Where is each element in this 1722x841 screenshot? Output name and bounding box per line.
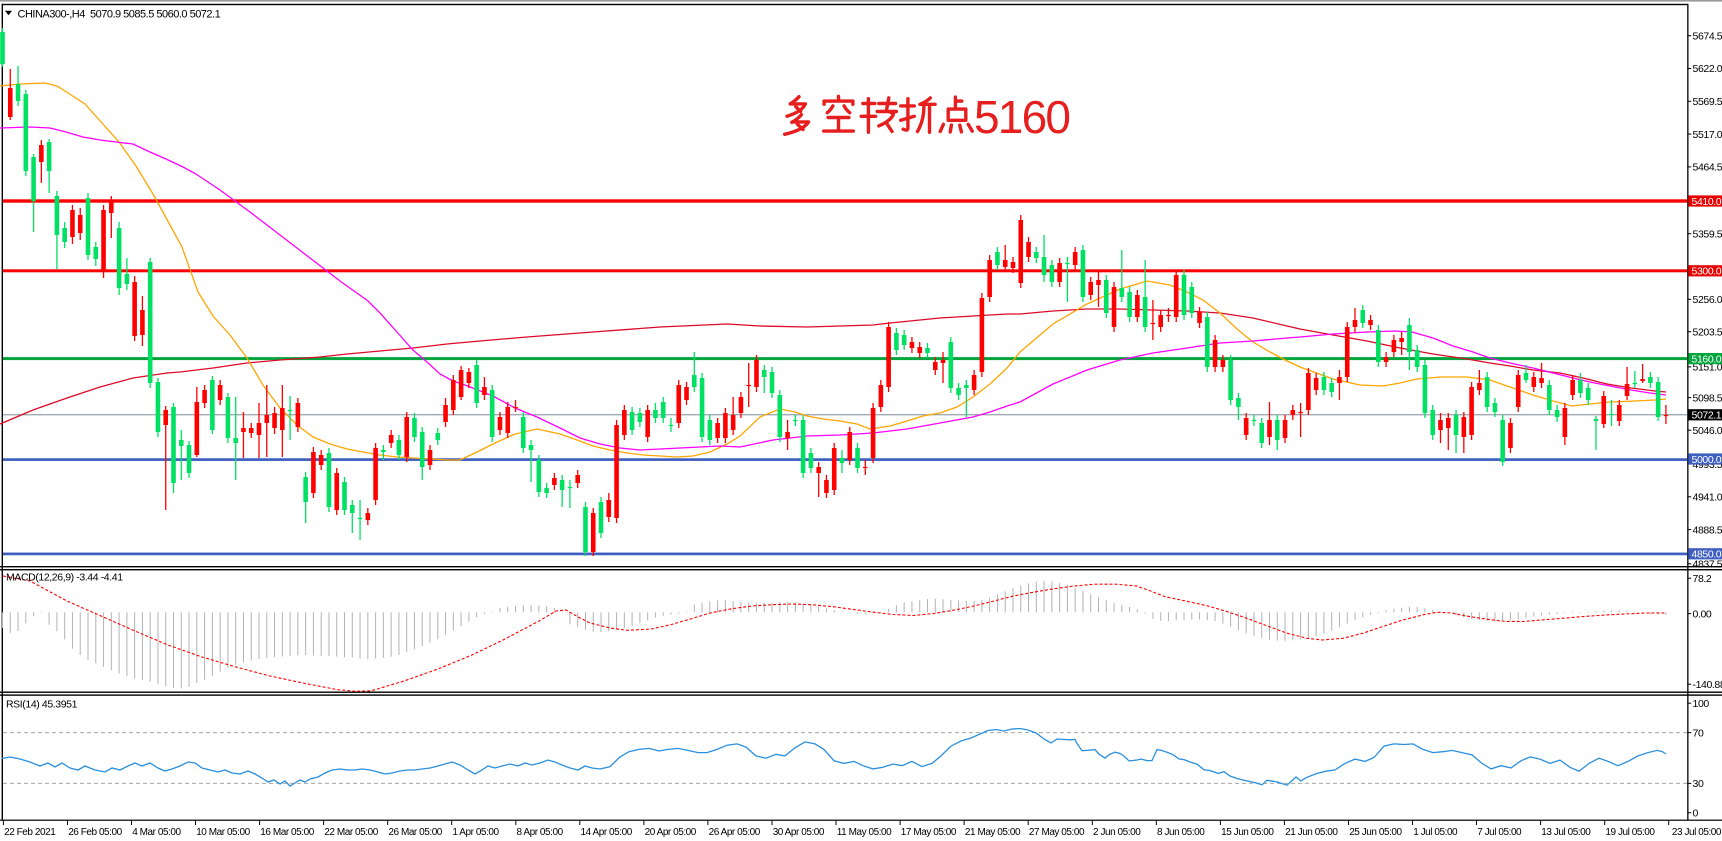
svg-text:4837.5: 4837.5 [1693,559,1722,571]
svg-text:2 Jun 05:00: 2 Jun 05:00 [1093,827,1141,838]
svg-text:5300.0: 5300.0 [1692,266,1722,278]
svg-text:0.00: 0.00 [1693,608,1712,620]
svg-text:8 Jun 05:00: 8 Jun 05:00 [1157,827,1205,838]
svg-text:22 Feb 2021: 22 Feb 2021 [4,827,56,838]
svg-text:5256.0: 5256.0 [1693,294,1722,306]
svg-text:21 Jun 05:00: 21 Jun 05:00 [1285,827,1338,838]
svg-text:5359.5: 5359.5 [1693,228,1722,240]
svg-text:27 May 05:00: 27 May 05:00 [1029,827,1085,838]
svg-text:5160.0: 5160.0 [1692,354,1722,366]
svg-text:30: 30 [1693,778,1704,790]
svg-text:16 Mar 05:00: 16 Mar 05:00 [260,827,314,838]
svg-text:100: 100 [1693,698,1710,710]
svg-text:17 May 05:00: 17 May 05:00 [901,827,957,838]
svg-text:0: 0 [1693,807,1699,819]
svg-text:4850.0: 4850.0 [1692,549,1722,561]
svg-text:26 Apr 05:00: 26 Apr 05:00 [709,827,761,838]
svg-text:5410.0: 5410.0 [1692,196,1722,208]
svg-text:8 Apr 05:00: 8 Apr 05:00 [517,827,564,838]
svg-text:13 Jul 05:00: 13 Jul 05:00 [1541,827,1591,838]
svg-text:10 Mar 05:00: 10 Mar 05:00 [196,827,250,838]
svg-text:30 Apr 05:00: 30 Apr 05:00 [773,827,825,838]
svg-text:5674.5: 5674.5 [1693,30,1722,42]
svg-text:1 Apr 05:00: 1 Apr 05:00 [452,827,499,838]
svg-text:20 Apr 05:00: 20 Apr 05:00 [645,827,697,838]
svg-text:11 May 05:00: 11 May 05:00 [837,827,892,838]
svg-text:22 Mar 05:00: 22 Mar 05:00 [324,827,378,838]
svg-text:5569.5: 5569.5 [1693,96,1722,108]
svg-text:5098.5: 5098.5 [1693,392,1722,404]
svg-text:MACD(12,26,9) -3.44 -4.41: MACD(12,26,9) -3.44 -4.41 [6,572,123,584]
svg-text:4941.0: 4941.0 [1693,492,1722,504]
svg-text:15 Jun 05:00: 15 Jun 05:00 [1221,827,1274,838]
svg-text:RSI(14) 45.3951: RSI(14) 45.3951 [6,699,78,711]
svg-text:70: 70 [1693,727,1704,739]
svg-text:5464.5: 5464.5 [1693,162,1722,174]
svg-text:5622.0: 5622.0 [1693,63,1722,75]
svg-text:14 Apr 05:00: 14 Apr 05:00 [581,827,633,838]
svg-text:4888.5: 4888.5 [1693,524,1722,536]
svg-text:26 Feb 05:00: 26 Feb 05:00 [68,827,122,838]
svg-text:23 Jul 05:00: 23 Jul 05:00 [1672,827,1722,838]
svg-text:1 Jul 05:00: 1 Jul 05:00 [1413,827,1458,838]
svg-text:26 Mar 05:00: 26 Mar 05:00 [388,827,442,838]
svg-text:5046.0: 5046.0 [1693,425,1722,437]
svg-text:78.2: 78.2 [1693,573,1712,585]
svg-text:7 Jul 05:00: 7 Jul 05:00 [1477,827,1522,838]
svg-text:25 Jun 05:00: 25 Jun 05:00 [1349,827,1402,838]
svg-text:19 Jul 05:00: 19 Jul 05:00 [1605,827,1655,838]
svg-text:5203.5: 5203.5 [1693,326,1722,338]
svg-text:21 May 05:00: 21 May 05:00 [965,827,1021,838]
svg-text:4 Mar 05:00: 4 Mar 05:00 [132,827,181,838]
svg-text:CHINA300-,H4 5070.9 5085.5 50: CHINA300-,H4 5070.9 5085.5 5060.0 5072.1 [18,9,221,21]
svg-text:-140.88: -140.88 [1693,679,1722,691]
svg-text:5072.1: 5072.1 [1692,410,1722,422]
svg-text:5160: 5160 [974,91,1069,143]
svg-text:5517.0: 5517.0 [1693,129,1722,141]
svg-text:5151.0: 5151.0 [1693,362,1722,374]
svg-text:5000.0: 5000.0 [1692,454,1722,466]
